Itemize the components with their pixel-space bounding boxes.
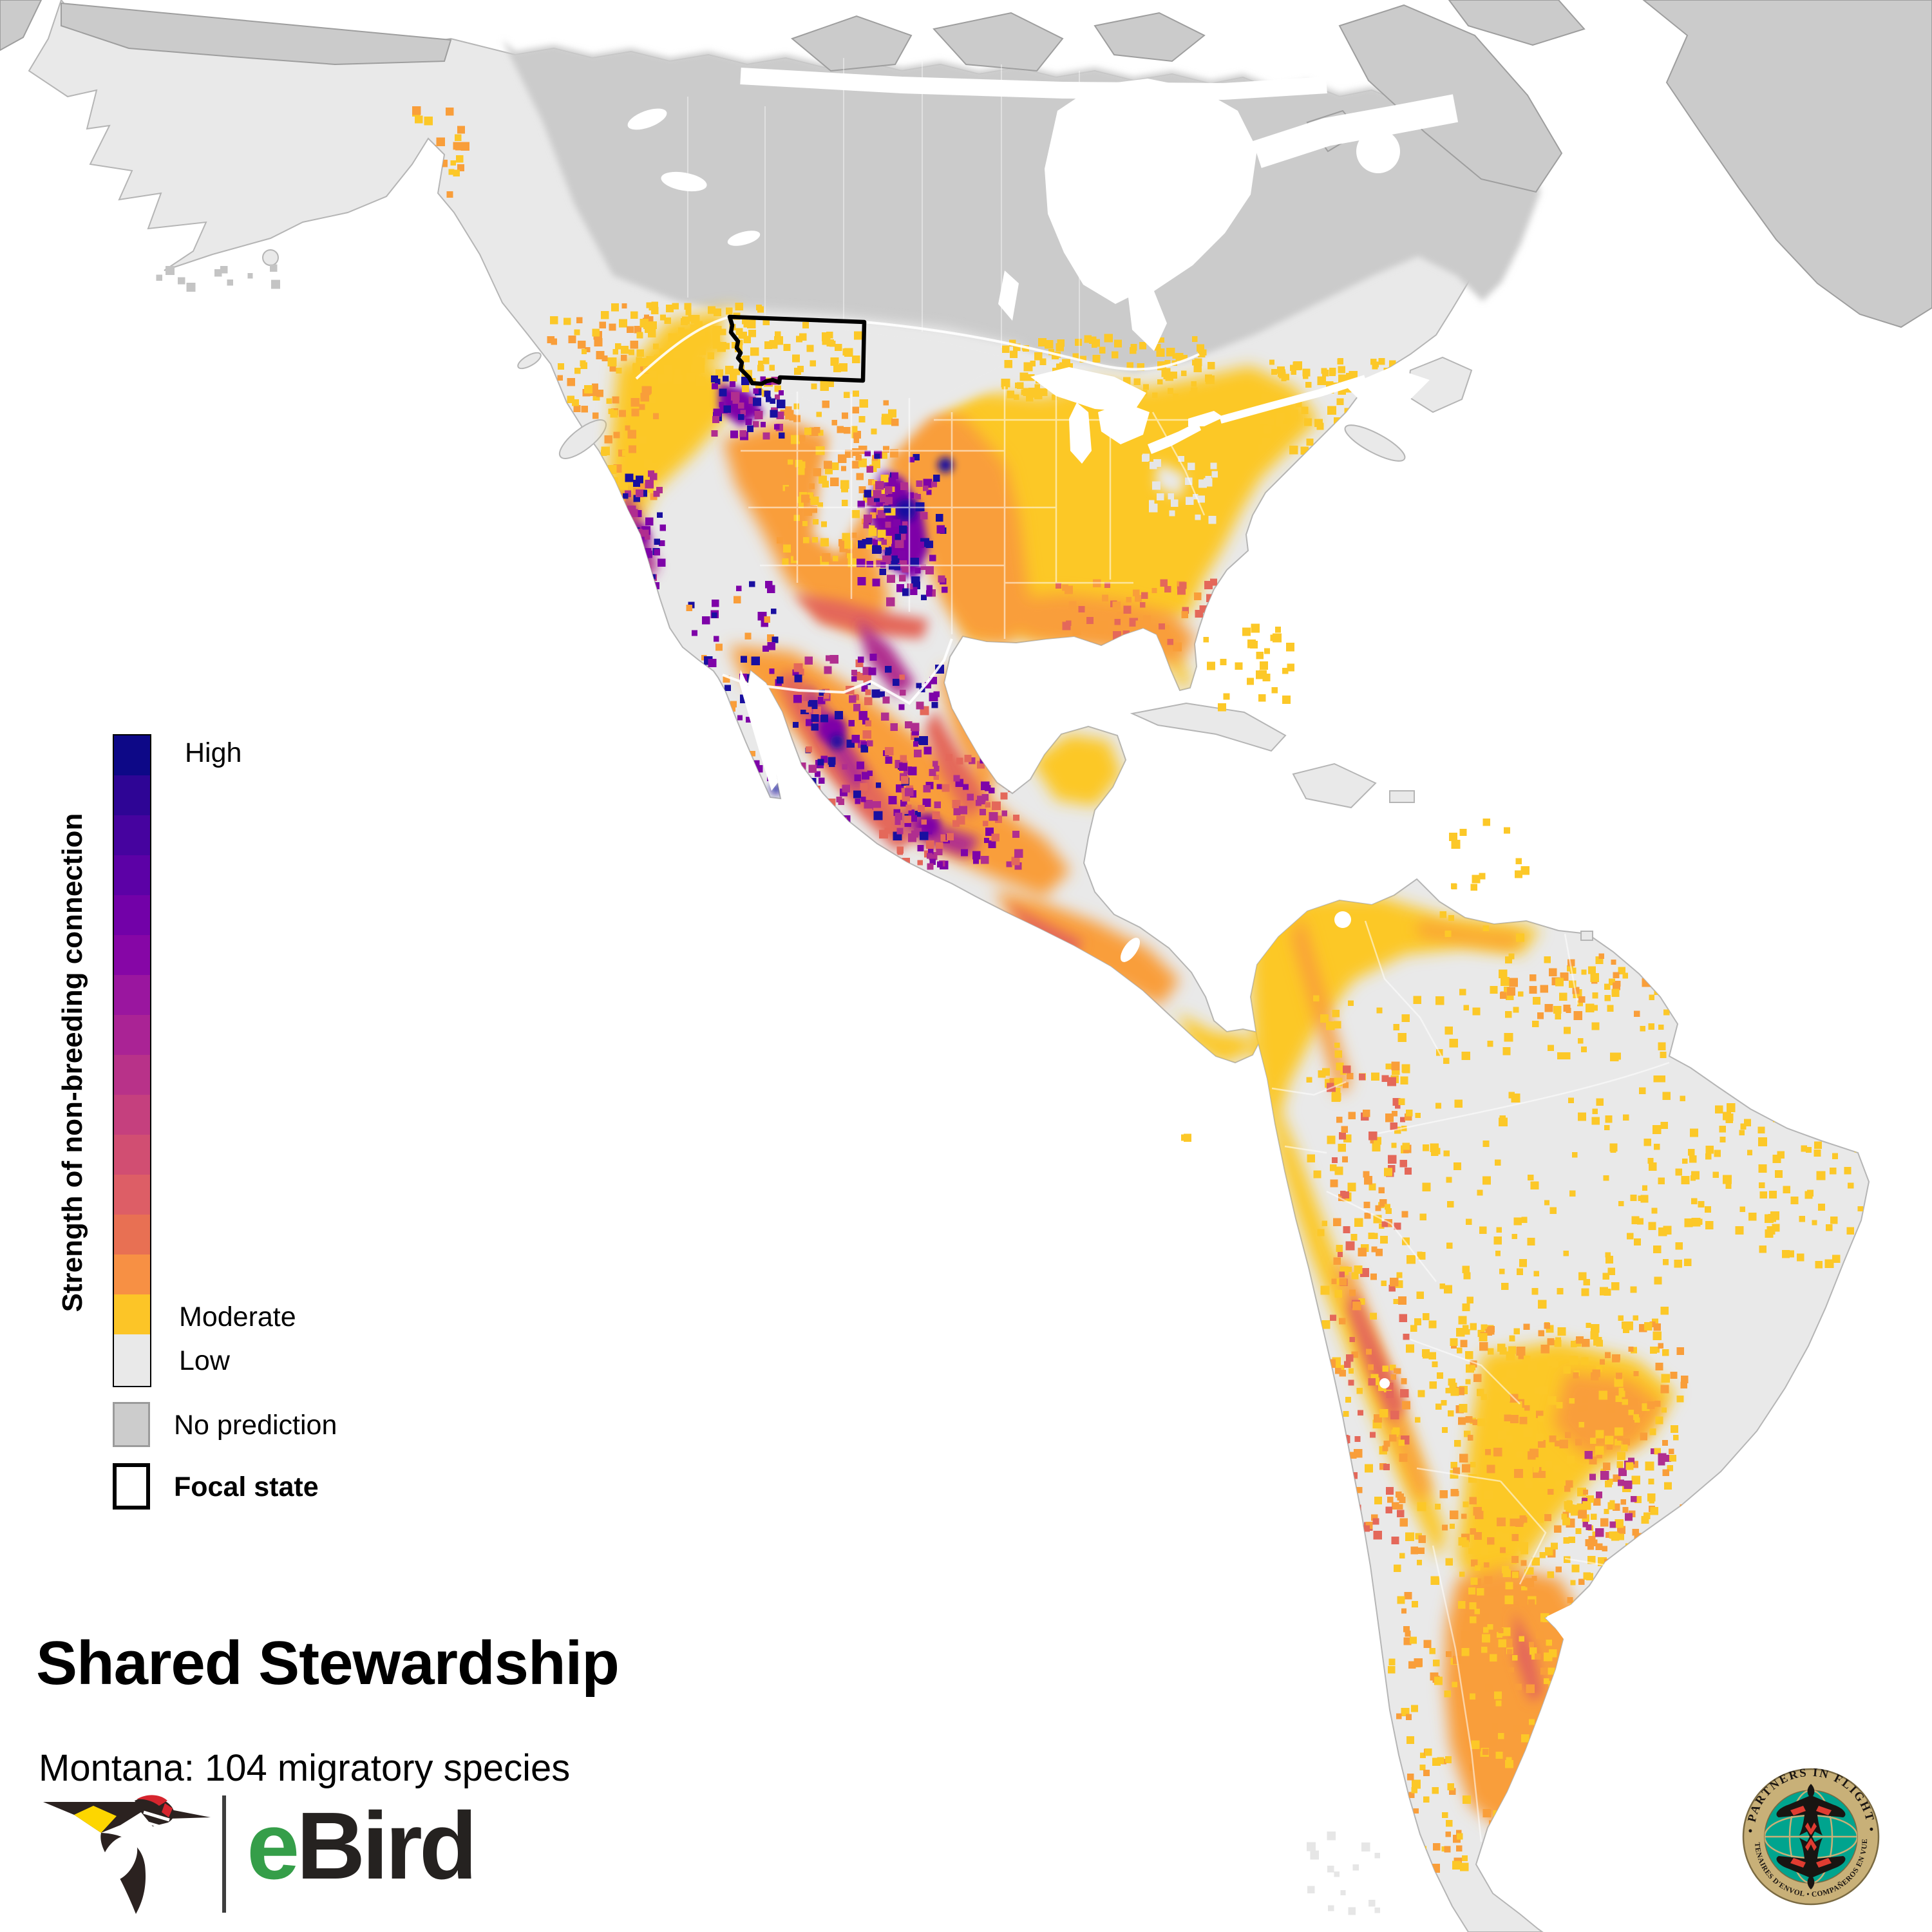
no-prediction-chukotka	[0, 0, 43, 52]
legend-color-block	[114, 1135, 150, 1175]
hudson-strait	[1253, 94, 1459, 168]
focal-state-outline-montana	[727, 314, 867, 386]
water-features	[627, 68, 1605, 1639]
no-prediction-greenland	[1642, 0, 1932, 328]
lake-nicaragua	[1120, 938, 1141, 962]
legend-color-block	[114, 1055, 150, 1095]
legend-color-block	[114, 735, 150, 775]
legend-color-block	[114, 975, 150, 1015]
ebird-wordmark: eBird	[247, 1792, 477, 1901]
island-cuba	[1130, 702, 1287, 752]
island-hispaniola	[1292, 762, 1377, 809]
no-prediction-arctic-islands	[791, 0, 1586, 72]
legend-color-block	[114, 1095, 150, 1135]
lake-maracaibo	[1334, 911, 1351, 928]
pif-bird-icon-bottom	[1776, 1834, 1846, 1889]
legend-label-moderate: Moderate	[179, 1302, 296, 1332]
great-bear-lake	[627, 108, 667, 130]
legend-label-high: High	[185, 737, 242, 768]
page-title: Shared Stewardship	[36, 1629, 620, 1698]
lake-winnipeg	[998, 270, 1019, 321]
lake-athabasca	[727, 231, 761, 246]
legend-focal-state-swatch	[113, 1463, 150, 1510]
legend-label-low: Low	[179, 1345, 230, 1376]
ebird-wordmark-e: e	[247, 1793, 299, 1899]
page-subtitle: Montana: 104 migratory species	[39, 1747, 571, 1789]
map-speckles-islands	[156, 264, 1530, 1915]
lake-titicaca	[1379, 1378, 1390, 1388]
lake-huron	[1098, 402, 1150, 444]
legend-axis-label: Strength of non-breeding connection	[57, 813, 88, 1312]
legend-color-block-low	[114, 1334, 150, 1386]
island-haida-gwaii	[517, 352, 542, 370]
legend-color-block	[114, 895, 150, 935]
ebird-bird-icon	[43, 1795, 211, 1914]
legend-color-block	[114, 1015, 150, 1055]
gulf-of-california	[739, 670, 778, 791]
foxe-basin	[1356, 129, 1400, 173]
lake-erie	[1148, 422, 1201, 454]
gulf-of-st-lawrence	[1346, 367, 1430, 406]
st-lawrence-river	[1219, 375, 1367, 424]
no-prediction-alaska-north	[61, 2, 452, 66]
ebird-logo	[43, 1795, 211, 1914]
pif-bird-icon-top	[1776, 1784, 1846, 1839]
no-prediction-canada	[502, 40, 1540, 372]
ebird-logo-divider	[222, 1795, 226, 1913]
ebird-wordmark-bird: Bird	[296, 1793, 477, 1899]
lake-ontario	[1188, 411, 1224, 426]
legend-color-block	[114, 935, 150, 975]
great-slave-lake	[661, 171, 707, 192]
legend-color-block	[114, 1215, 150, 1255]
rio-de-la-plata	[1547, 1596, 1605, 1639]
legend-color-block	[114, 815, 150, 855]
legend-colorbar	[113, 734, 151, 1387]
lake-michigan	[1069, 402, 1092, 464]
lake-superior	[1030, 367, 1146, 412]
legend-color-block	[114, 775, 150, 815]
legend-color-block	[114, 1255, 150, 1294]
legend-no-prediction-label: No prediction	[174, 1410, 337, 1441]
legend-focal-state-label: Focal state	[174, 1472, 319, 1502]
island-trinidad	[1580, 931, 1593, 941]
island-nova-scotia	[1344, 424, 1406, 462]
island-kodiak	[262, 249, 279, 266]
island-puerto-rico	[1389, 790, 1415, 803]
arctic-channel	[740, 68, 1327, 100]
island-vancouver	[558, 419, 607, 459]
partners-in-flight-logo: • PARTNERS IN FLIGHT • PARTENAIRES D'ENV…	[1742, 1766, 1880, 1906]
legend-color-block	[114, 855, 150, 895]
legend-color-block	[114, 1175, 150, 1215]
legend-color-block	[114, 1294, 150, 1334]
legend-no-prediction-swatch	[113, 1402, 150, 1447]
hudson-bay	[1045, 79, 1257, 351]
